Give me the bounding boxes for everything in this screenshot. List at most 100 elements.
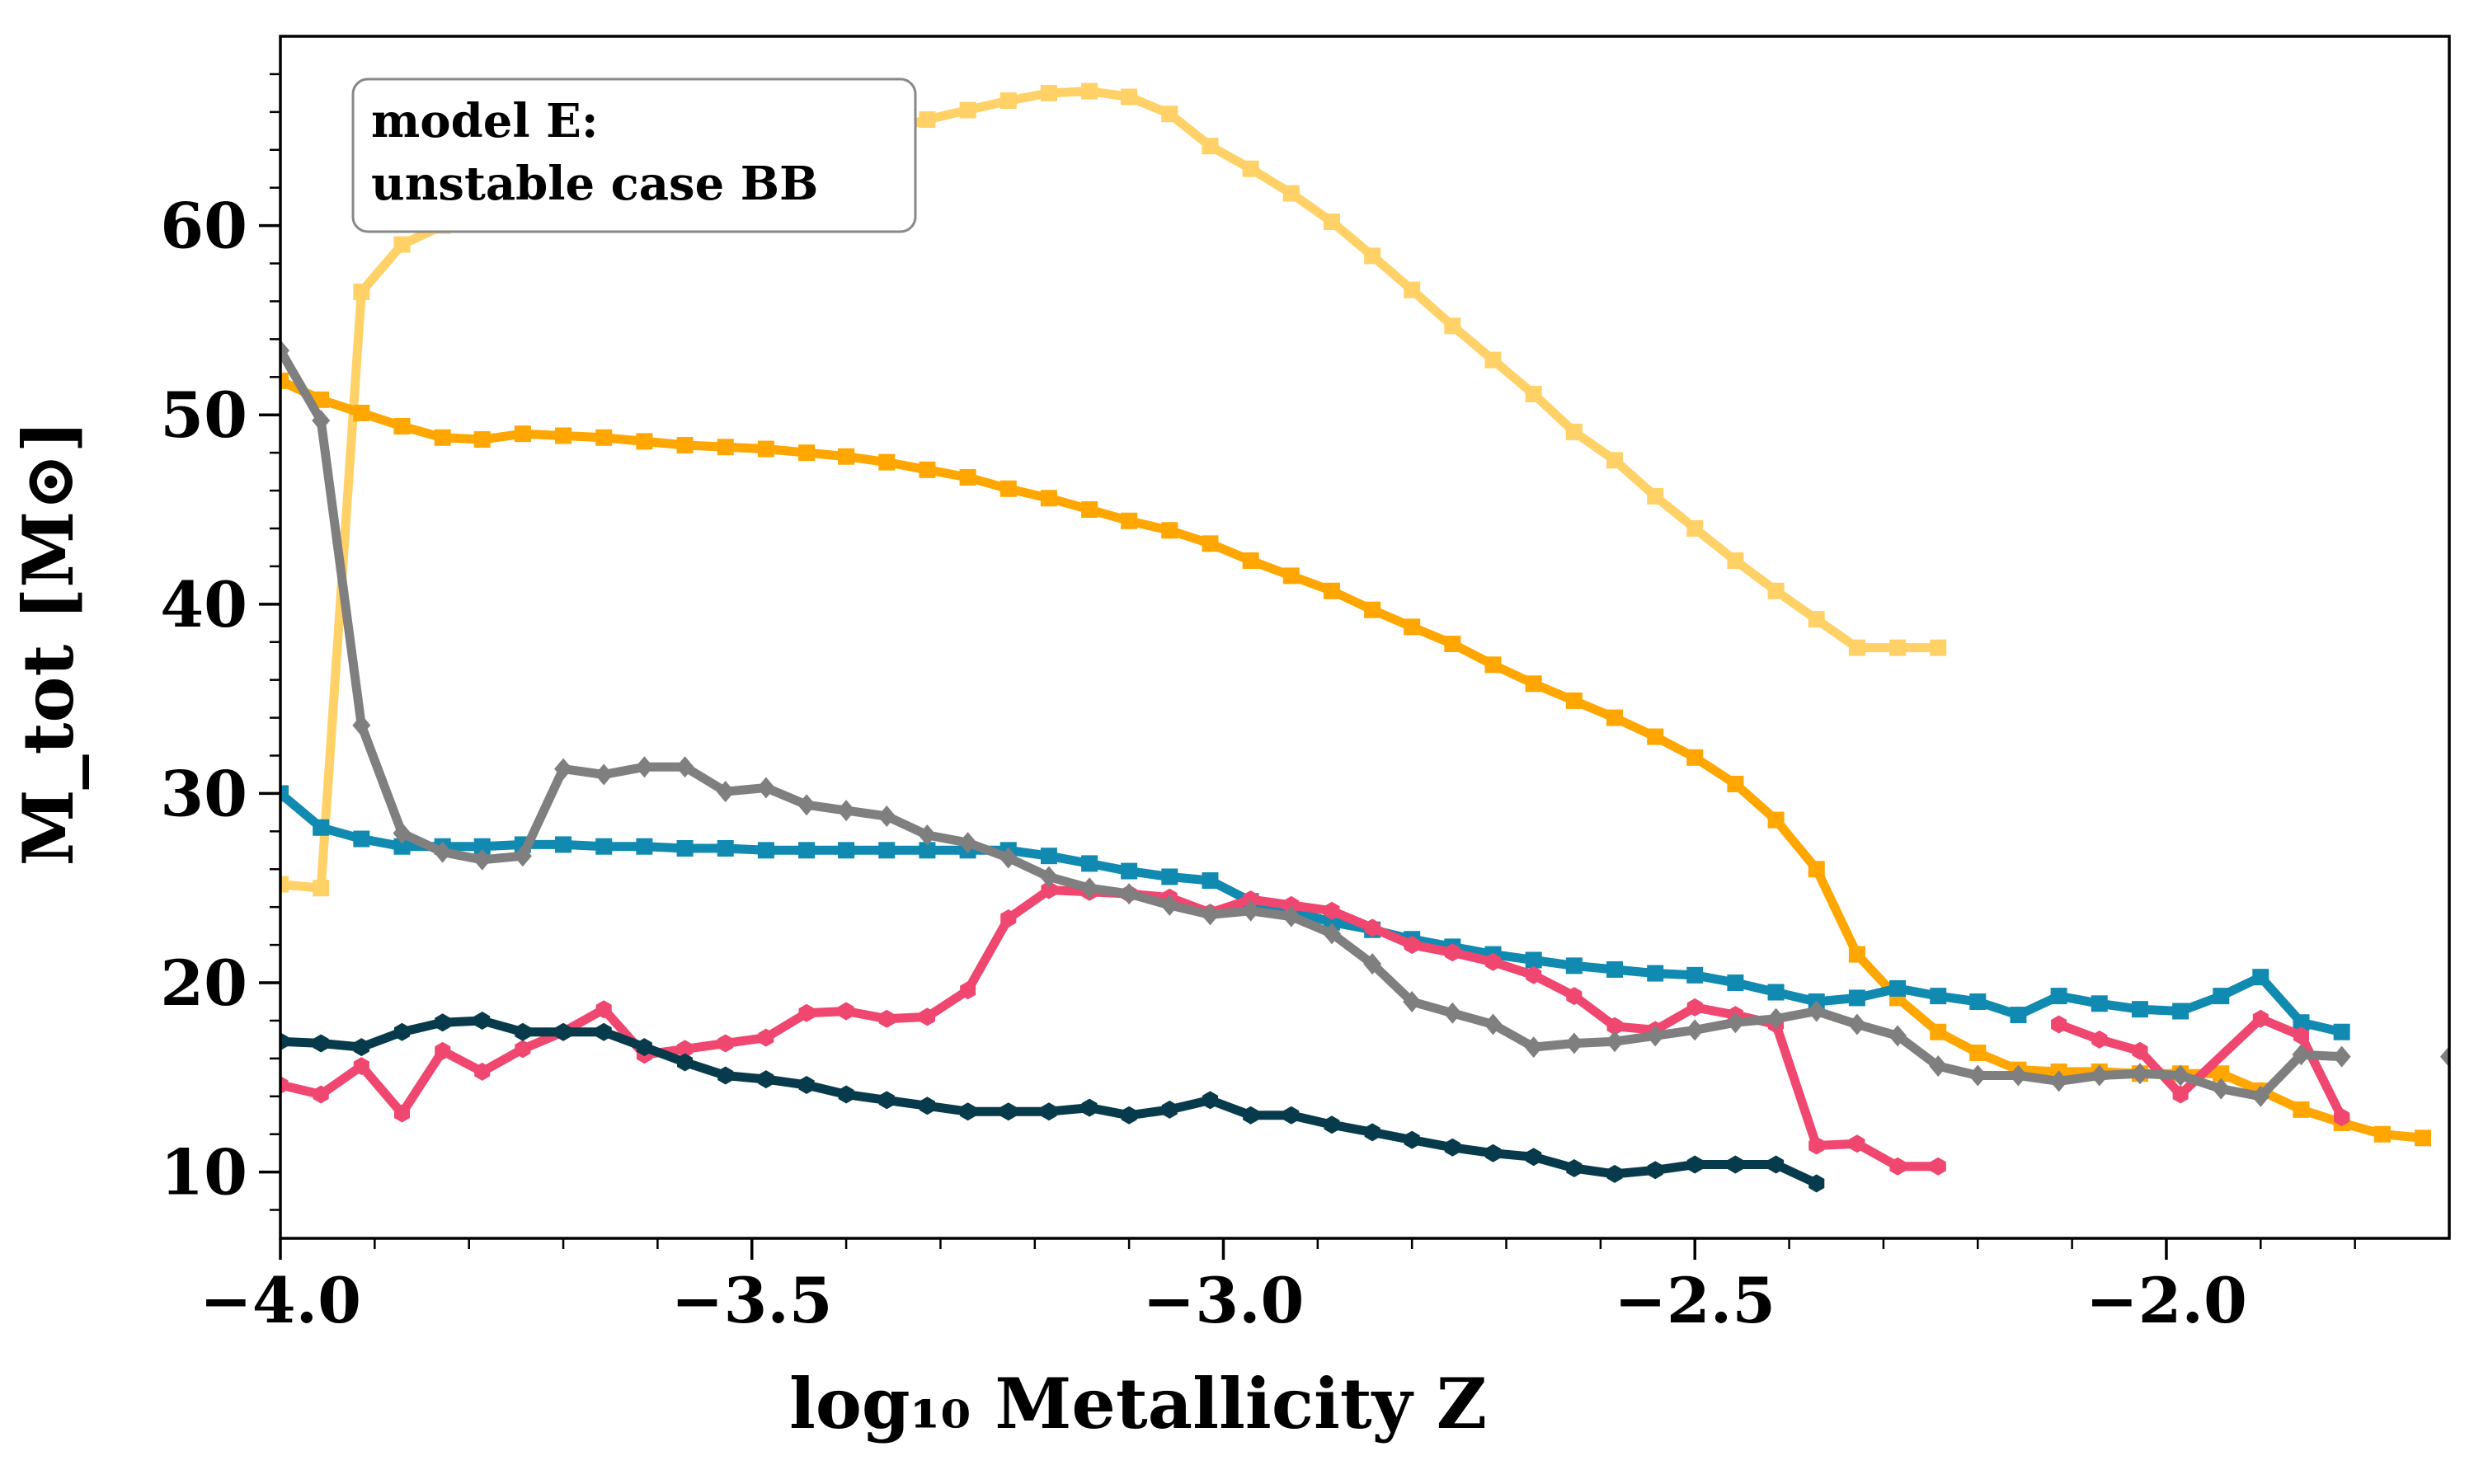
data-point: [1485, 952, 1501, 971]
data-point: [393, 822, 412, 844]
y-tick-label: 50: [160, 378, 247, 452]
ticks-layer: −4.0 −3.5 −3.0 −2.5 −2.0 10 20 30 40 50 60: [160, 73, 2356, 1337]
series-layer: [280, 82, 2449, 1193]
data-point: [353, 283, 370, 300]
data-point: [1686, 1155, 1703, 1174]
data-point: [1808, 1136, 1825, 1155]
data-point: [1322, 923, 1341, 945]
y-tick-label: 20: [160, 946, 247, 1020]
data-point: [1848, 946, 1865, 963]
data-point: [2171, 1064, 2190, 1087]
data-point: [1930, 1023, 1947, 1040]
data-point: [1889, 979, 1907, 997]
data-point: [280, 340, 289, 362]
data-point: [1121, 1106, 1137, 1125]
series-7: [2440, 1045, 2449, 1068]
data-point: [1686, 1019, 1705, 1041]
x-tick-label: −3.5: [671, 1264, 833, 1337]
data-point: [757, 440, 774, 458]
data-point: [1081, 1098, 1098, 1117]
series-line: [280, 788, 2347, 1037]
data-point: [1404, 936, 1420, 955]
series-5: [280, 1012, 1825, 1193]
data-point: [353, 1057, 369, 1076]
data-point: [1969, 993, 1987, 1010]
data-point: [1443, 1002, 1462, 1024]
data-point: [2252, 1009, 2269, 1028]
data-point: [1889, 1157, 1906, 1176]
data-point: [1565, 692, 1583, 709]
data-point: [1323, 913, 1340, 931]
data-point: [1243, 1106, 1259, 1125]
data-point: [473, 838, 491, 855]
series-line: [280, 345, 2347, 1101]
data-point: [1404, 618, 1421, 636]
data-point: [595, 838, 613, 855]
data-point: [960, 981, 976, 1000]
data-point: [1526, 965, 1542, 984]
data-point: [1484, 1013, 1503, 1036]
data-point: [1283, 1106, 1300, 1125]
data-point: [918, 824, 937, 846]
data-point: [1243, 890, 1259, 909]
data-point: [2212, 1078, 2231, 1100]
data-point: [313, 1085, 329, 1104]
data-point: [1929, 1055, 1948, 1078]
data-point: [1647, 1161, 1663, 1180]
series-4: [2051, 1009, 2350, 1127]
data-point: [677, 1053, 694, 1072]
data-point: [1969, 1044, 1987, 1061]
data-point: [958, 832, 977, 854]
data-point: [717, 439, 734, 456]
data-point: [919, 1097, 935, 1115]
data-point: [1080, 877, 1099, 899]
data-point: [1202, 138, 1219, 155]
data-point: [2091, 995, 2108, 1012]
data-point: [1121, 88, 1138, 106]
data-point: [1081, 501, 1098, 519]
data-point: [878, 453, 896, 471]
data-point: [1324, 1115, 1340, 1134]
data-point: [878, 1009, 895, 1028]
data-point: [1242, 160, 1259, 177]
data-point: [1202, 872, 1219, 890]
data-point: [1565, 423, 1583, 440]
data-point: [1849, 1134, 1865, 1153]
data-point: [1040, 848, 1057, 865]
data-point: [1160, 894, 1179, 916]
data-point: [757, 842, 774, 859]
data-point: [1767, 811, 1785, 829]
data-point: [1000, 909, 1017, 928]
y-tick-label: 40: [160, 568, 247, 641]
data-point: [1686, 998, 1703, 1017]
data-point: [280, 876, 289, 893]
data-point: [2213, 988, 2230, 1005]
data-point: [1364, 1123, 1380, 1142]
data-point: [514, 425, 531, 443]
data-point: [1566, 1159, 1583, 1177]
data-point: [2050, 988, 2067, 1005]
series-2: [280, 785, 2350, 1040]
data-point: [1363, 953, 1382, 975]
data-point: [756, 777, 775, 799]
data-point: [1686, 749, 1704, 766]
data-point: [1121, 512, 1138, 529]
data-point: [798, 1076, 815, 1094]
data-point: [1888, 1025, 1907, 1047]
series-1: [280, 372, 2431, 1147]
data-point: [1324, 901, 1340, 920]
data-point: [636, 1038, 652, 1057]
data-point: [1040, 84, 1057, 101]
data-point: [837, 800, 856, 822]
data-point: [2334, 1108, 2350, 1127]
data-point: [636, 838, 653, 855]
data-point: [2293, 1026, 2309, 1045]
data-point: [878, 1091, 895, 1110]
data-point: [999, 92, 1017, 110]
data-point: [635, 756, 654, 778]
data-point: [313, 819, 330, 836]
data-point: [1930, 1157, 1946, 1176]
data-point: [1161, 868, 1178, 885]
data-point: [394, 1104, 410, 1123]
data-point: [1161, 106, 1178, 123]
